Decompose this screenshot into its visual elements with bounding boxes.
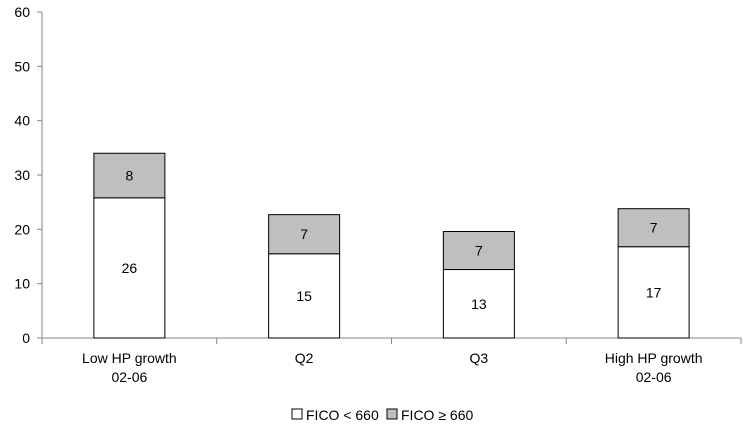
y-tick-label: 30	[14, 167, 30, 183]
x-category-label: 02-06	[111, 369, 147, 385]
x-category-label: High HP growth	[605, 350, 703, 366]
y-tick-label: 50	[14, 58, 30, 74]
data-label: 8	[125, 168, 133, 184]
legend-label: FICO ≥ 660	[401, 407, 473, 423]
y-tick-label: 20	[14, 221, 30, 237]
x-category-label: Q2	[295, 350, 314, 366]
bar-segment-fico-above-660	[617, 208, 690, 248]
bar-segment-fico-below-660	[442, 269, 515, 339]
y-tick-label: 0	[22, 330, 30, 346]
x-category-label: Q3	[470, 350, 489, 366]
x-category-label: Low HP growth	[82, 350, 177, 366]
data-label: 17	[646, 284, 662, 300]
data-label: 7	[300, 226, 308, 242]
bar-segment-fico-below-660	[617, 246, 690, 339]
x-category-label: 02-06	[636, 369, 672, 385]
data-label: 15	[296, 288, 312, 304]
y-tick-label: 60	[14, 4, 30, 20]
legend-swatch-fico-above-660	[386, 408, 398, 420]
bar-segment-fico-above-660	[93, 152, 166, 199]
data-label: 13	[471, 296, 487, 312]
data-label: 26	[122, 260, 138, 276]
y-tick-label: 10	[14, 276, 30, 292]
bar-segment-fico-above-660	[442, 231, 515, 271]
legend-swatch-fico-below-660	[291, 408, 303, 420]
data-label: 7	[650, 220, 658, 236]
legend-label: FICO < 660	[306, 407, 379, 423]
bar-segment-fico-below-660	[268, 253, 341, 339]
bar-segment-fico-below-660	[93, 197, 166, 339]
bar-segment-fico-above-660	[268, 214, 341, 255]
y-tick-label: 40	[14, 113, 30, 129]
data-label: 7	[475, 243, 483, 259]
